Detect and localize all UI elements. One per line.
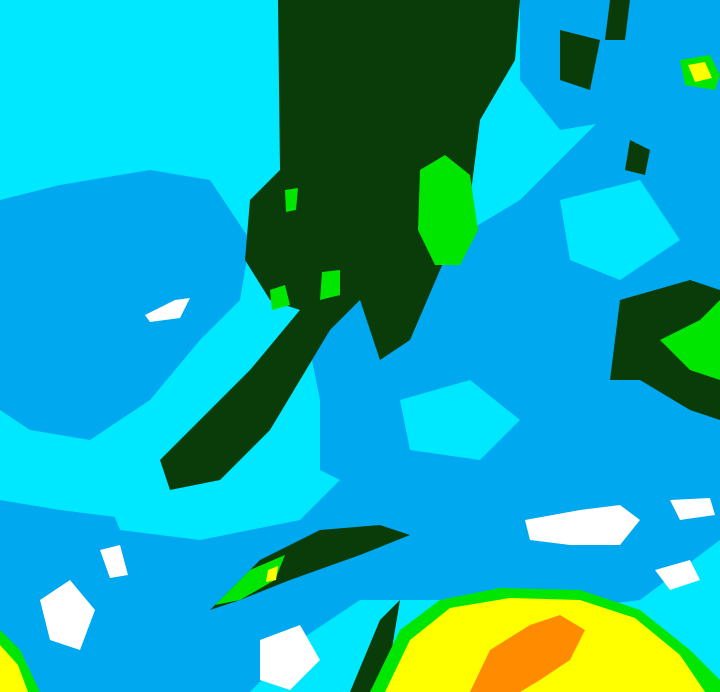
very-heavy-areas	[470, 615, 585, 692]
very-light-areas	[40, 298, 715, 690]
light-areas	[100, 180, 680, 540]
moderate-areas	[160, 0, 720, 692]
